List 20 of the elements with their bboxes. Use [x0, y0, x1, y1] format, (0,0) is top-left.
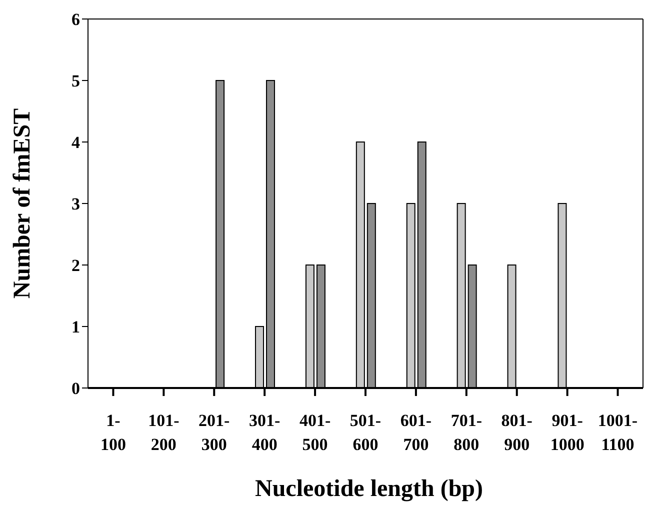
- x-axis-title: Nucleotide length (bp): [254, 476, 484, 503]
- x-tick-label: 1-100: [100, 411, 126, 454]
- y-tick-label: 3: [72, 194, 80, 214]
- y-tick-label: 6: [72, 10, 80, 30]
- x-tick-label: 801-900: [501, 411, 533, 454]
- x-tick-label: 501-600: [350, 411, 382, 454]
- x-tick-label: 101-200: [148, 411, 180, 454]
- x-tick-label: 301-400: [249, 411, 281, 454]
- x-tick-label: 601-700: [400, 411, 432, 454]
- y-tick-label: 1: [72, 318, 80, 337]
- y-tick-label: 5: [72, 72, 80, 91]
- x-tick-label: 201-300: [198, 411, 230, 454]
- x-tick-label: 1001-1100: [598, 411, 638, 454]
- x-tick-label: 401-500: [299, 411, 331, 454]
- y-tick-label: 2: [72, 256, 80, 276]
- y-tick-label: 0: [72, 379, 80, 398]
- y-axis-title: Number of fmEST: [10, 108, 36, 299]
- y-tick-label: 4: [72, 133, 80, 152]
- x-tick-label: 701-800: [450, 411, 482, 454]
- x-tick-label: 901-1000: [550, 411, 584, 454]
